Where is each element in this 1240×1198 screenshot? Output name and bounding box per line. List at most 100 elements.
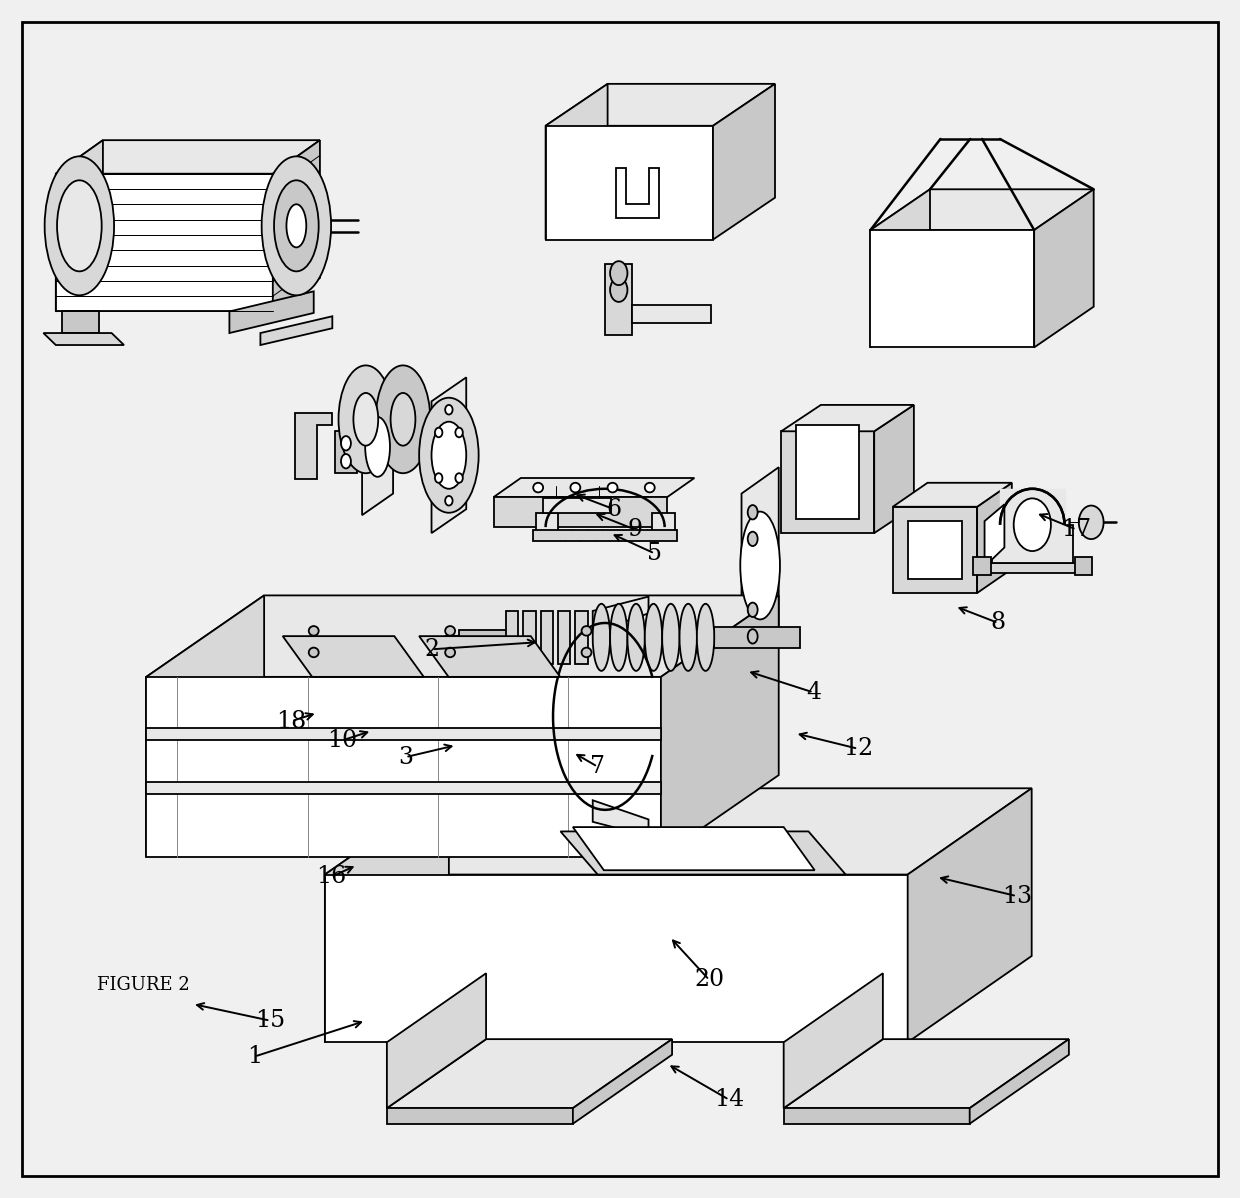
Ellipse shape <box>608 483 618 492</box>
Polygon shape <box>908 521 962 579</box>
Polygon shape <box>494 497 667 527</box>
Polygon shape <box>536 513 558 533</box>
Polygon shape <box>593 800 649 836</box>
Ellipse shape <box>748 629 758 643</box>
Text: 8: 8 <box>991 611 1006 635</box>
Ellipse shape <box>662 604 680 671</box>
Polygon shape <box>714 627 800 648</box>
Polygon shape <box>229 291 314 333</box>
Polygon shape <box>870 189 930 347</box>
Polygon shape <box>62 311 99 333</box>
Polygon shape <box>273 140 320 311</box>
Ellipse shape <box>432 422 466 489</box>
Polygon shape <box>593 597 649 633</box>
Ellipse shape <box>610 604 627 671</box>
Polygon shape <box>781 405 914 431</box>
Ellipse shape <box>376 365 430 473</box>
Ellipse shape <box>645 604 662 671</box>
Ellipse shape <box>740 512 780 619</box>
Polygon shape <box>661 595 779 857</box>
Text: 17: 17 <box>1061 518 1091 541</box>
Ellipse shape <box>593 604 610 671</box>
Polygon shape <box>870 230 1034 347</box>
Polygon shape <box>652 513 675 533</box>
Text: 13: 13 <box>1002 884 1032 908</box>
Polygon shape <box>781 431 874 533</box>
Ellipse shape <box>309 648 319 658</box>
Text: 2: 2 <box>424 637 439 661</box>
Polygon shape <box>970 1039 1069 1124</box>
Ellipse shape <box>309 627 319 636</box>
Polygon shape <box>992 525 1073 563</box>
Ellipse shape <box>445 405 453 415</box>
Text: FIGURE 2: FIGURE 2 <box>97 976 190 994</box>
Polygon shape <box>784 1108 970 1124</box>
Polygon shape <box>283 636 424 677</box>
Polygon shape <box>742 467 779 671</box>
Text: 9: 9 <box>627 518 642 541</box>
Text: 20: 20 <box>694 968 724 992</box>
Polygon shape <box>146 595 264 857</box>
Polygon shape <box>459 630 508 645</box>
Polygon shape <box>387 1039 672 1108</box>
Text: 18: 18 <box>277 709 306 733</box>
Polygon shape <box>573 827 815 870</box>
Ellipse shape <box>445 496 453 506</box>
Ellipse shape <box>274 180 319 271</box>
Polygon shape <box>713 84 775 240</box>
Ellipse shape <box>1079 506 1104 539</box>
Ellipse shape <box>582 627 591 636</box>
Ellipse shape <box>339 365 393 473</box>
Ellipse shape <box>610 261 627 285</box>
Polygon shape <box>893 483 1012 507</box>
Polygon shape <box>980 563 1085 573</box>
Text: 15: 15 <box>255 1009 285 1033</box>
Ellipse shape <box>365 417 389 477</box>
Ellipse shape <box>353 393 378 446</box>
Ellipse shape <box>455 473 463 483</box>
Ellipse shape <box>455 428 463 437</box>
Ellipse shape <box>533 483 543 492</box>
Ellipse shape <box>570 483 580 492</box>
Ellipse shape <box>748 603 758 617</box>
Polygon shape <box>325 788 449 1042</box>
Polygon shape <box>985 504 1004 567</box>
Ellipse shape <box>341 454 351 468</box>
Polygon shape <box>573 1039 672 1124</box>
Polygon shape <box>146 782 661 794</box>
Ellipse shape <box>697 604 714 671</box>
Polygon shape <box>506 611 518 664</box>
Ellipse shape <box>45 156 114 295</box>
Polygon shape <box>541 611 553 664</box>
Polygon shape <box>362 380 393 515</box>
Polygon shape <box>260 316 332 345</box>
Polygon shape <box>605 264 632 335</box>
Ellipse shape <box>445 648 455 658</box>
Polygon shape <box>546 84 608 240</box>
Polygon shape <box>387 1108 573 1124</box>
Polygon shape <box>1034 189 1094 347</box>
Ellipse shape <box>748 532 758 546</box>
Polygon shape <box>632 305 711 323</box>
Polygon shape <box>56 140 320 174</box>
Polygon shape <box>575 611 588 664</box>
Polygon shape <box>387 973 486 1108</box>
Polygon shape <box>533 530 677 541</box>
Text: 10: 10 <box>327 728 357 752</box>
Polygon shape <box>494 478 694 497</box>
Ellipse shape <box>435 473 443 483</box>
Polygon shape <box>616 168 660 218</box>
Ellipse shape <box>341 436 351 450</box>
Ellipse shape <box>748 506 758 520</box>
Polygon shape <box>56 174 273 311</box>
Polygon shape <box>56 140 103 311</box>
Polygon shape <box>1075 557 1092 575</box>
Ellipse shape <box>391 393 415 446</box>
Text: 1: 1 <box>247 1045 262 1069</box>
Polygon shape <box>796 425 859 519</box>
Polygon shape <box>973 557 991 575</box>
Text: 5: 5 <box>647 541 662 565</box>
Ellipse shape <box>680 604 697 671</box>
Ellipse shape <box>610 278 627 302</box>
Polygon shape <box>325 788 1032 875</box>
